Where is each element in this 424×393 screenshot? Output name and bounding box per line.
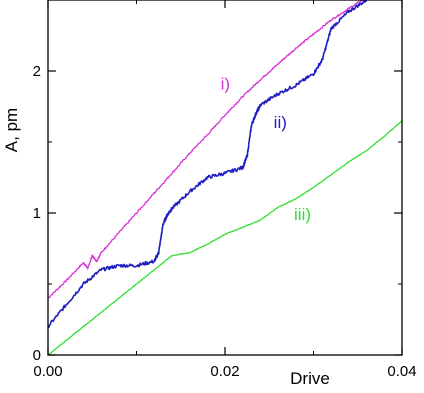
x-tick-label: 0.04 — [387, 363, 416, 380]
labels-layer: Drive A, pm — [2, 108, 330, 388]
series-label-3: iii) — [294, 205, 311, 224]
y-axis-label: A, pm — [2, 108, 21, 152]
x-tick-label: 0.00 — [33, 363, 62, 380]
series-label-1: i) — [221, 74, 230, 93]
series-line-1 — [47, 0, 366, 299]
x-tick-label: 0.02 — [210, 363, 239, 380]
series-layer: i) ii) iii) — [47, 0, 403, 356]
plot-frame — [47, 0, 403, 356]
x-axis-label: Drive — [290, 369, 330, 388]
y-tick-label: 1 — [33, 205, 41, 222]
y-tick-label: 0 — [33, 347, 41, 364]
y-tick-label: 2 — [33, 63, 41, 80]
ticks-layer: 0.00 0.02 0.04 0 1 2 — [33, 0, 417, 380]
series-line-2 — [47, 0, 368, 329]
series-line-3 — [47, 120, 403, 356]
series-label-2: ii) — [274, 113, 287, 132]
